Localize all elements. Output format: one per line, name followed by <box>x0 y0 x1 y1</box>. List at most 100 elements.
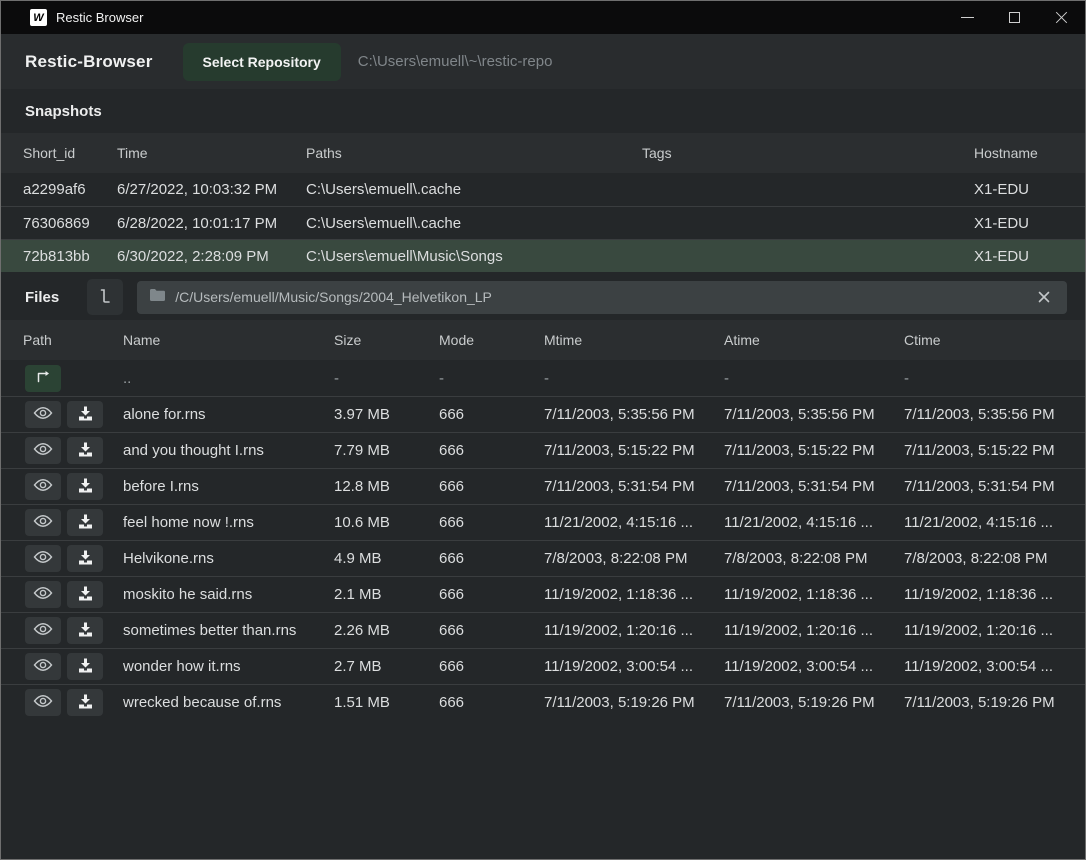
download-file-button[interactable] <box>67 581 103 608</box>
file-mode: 666 <box>439 586 465 603</box>
file-size: 4.9 MB <box>334 550 382 567</box>
file-size: 12.8 MB <box>334 478 390 495</box>
file-mode: 666 <box>439 550 465 567</box>
parent-row-mtime: - <box>544 369 549 387</box>
download-file-button[interactable] <box>67 689 103 716</box>
clear-path-x-icon <box>1038 291 1050 303</box>
preview-file-button[interactable] <box>25 509 61 536</box>
column-header: Paths <box>306 145 342 161</box>
download-file-button[interactable] <box>67 437 103 464</box>
file-size: 1.51 MB <box>334 694 390 711</box>
snapshot-paths: C:\Users\emuell\.cache <box>306 181 462 198</box>
file-ctime: 11/19/2002, 1:18:36 ... <box>904 586 1054 603</box>
download-file-button[interactable] <box>67 617 103 644</box>
download-icon <box>78 694 93 712</box>
file-size: 7.79 MB <box>334 442 390 459</box>
file-atime: 11/19/2002, 1:20:16 ... <box>724 622 874 639</box>
file-name: before I.rns <box>123 478 199 495</box>
column-header: Mtime <box>544 332 583 348</box>
snapshot-hostname: X1-EDU <box>974 214 1030 232</box>
file-mode: 666 <box>439 658 465 675</box>
file-name: sometimes better than.rns <box>123 622 297 639</box>
snapshot-row[interactable]: 72b813bb 6/30/2022, 2:28:09 PM C:\Users\… <box>1 239 1085 272</box>
eye-icon <box>33 550 53 567</box>
file-ctime: 11/19/2002, 1:20:16 ... <box>904 622 1054 639</box>
file-size: 3.97 MB <box>334 406 390 423</box>
current-path-text: /C/Users/emuell/Music/Songs/2004_Helveti… <box>175 289 492 305</box>
snapshot-row[interactable]: a2299af6 6/27/2022, 10:03:32 PM C:\Users… <box>1 173 1085 206</box>
download-file-button[interactable] <box>67 545 103 572</box>
download-file-button[interactable] <box>67 653 103 680</box>
eye-icon <box>33 478 53 495</box>
column-header: Atime <box>724 332 760 348</box>
file-mtime: 7/11/2003, 5:15:22 PM <box>544 442 695 459</box>
file-mtime: 11/19/2002, 3:00:54 ... <box>544 658 694 675</box>
snapshots-section-header: Snapshots <box>1 89 1085 133</box>
preview-file-button[interactable] <box>25 437 61 464</box>
preview-file-button[interactable] <box>25 617 61 644</box>
snapshot-short-id: 72b813bb <box>23 247 90 265</box>
current-path-input[interactable]: /C/Users/emuell/Music/Songs/2004_Helveti… <box>137 280 1067 314</box>
file-mtime: 7/11/2003, 5:19:26 PM <box>544 694 695 711</box>
file-ctime: 11/19/2002, 3:00:54 ... <box>904 658 1054 675</box>
download-file-button[interactable] <box>67 509 103 536</box>
minimize-button[interactable] <box>944 1 991 34</box>
preview-file-button[interactable] <box>25 689 61 716</box>
file-ctime: 7/11/2003, 5:15:22 PM <box>904 442 1055 459</box>
app-title: Restic-Browser <box>25 51 153 71</box>
file-ctime: 7/11/2003, 5:35:56 PM <box>904 406 1055 423</box>
file-size: 2.1 MB <box>334 586 382 603</box>
file-atime: 7/11/2003, 5:35:56 PM <box>724 406 875 423</box>
snapshot-short-id: a2299af6 <box>23 181 86 198</box>
parent-row-mode: - <box>439 369 444 387</box>
window-controls <box>944 1 1085 34</box>
repository-path-field[interactable]: C:\Users\emuell\~\restic-repo <box>357 53 553 70</box>
download-file-button[interactable] <box>67 401 103 428</box>
select-repository-button[interactable]: Select Repository <box>182 42 341 81</box>
maximize-button[interactable] <box>991 1 1038 34</box>
file-mode: 666 <box>439 622 465 639</box>
file-row: and you thought I.rns 7.79 MB 666 7/11/2… <box>1 432 1085 468</box>
file-ctime: 7/11/2003, 5:19:26 PM <box>904 694 1055 711</box>
preview-file-button[interactable] <box>25 653 61 680</box>
parent-row-ctime: - <box>904 369 909 387</box>
download-icon <box>78 550 93 568</box>
snapshots-table-body: a2299af6 6/27/2022, 10:03:32 PM C:\Users… <box>1 173 1085 272</box>
file-name: feel home now !.rns <box>123 514 254 531</box>
close-button[interactable] <box>1038 1 1085 34</box>
column-header: Size <box>334 332 362 348</box>
clear-path-button[interactable] <box>1033 286 1055 308</box>
go-to-parent-button[interactable] <box>25 364 61 392</box>
file-atime: 7/11/2003, 5:31:54 PM <box>724 478 875 495</box>
file-mode: 666 <box>439 406 465 423</box>
preview-file-button[interactable] <box>25 401 61 428</box>
preview-file-button[interactable] <box>25 473 61 500</box>
file-mode: 666 <box>439 442 465 459</box>
eye-icon <box>33 586 53 603</box>
snapshot-row[interactable]: 76306869 6/28/2022, 10:01:17 PM C:\Users… <box>1 206 1085 239</box>
file-atime: 11/19/2002, 3:00:54 ... <box>724 658 874 675</box>
column-header: Tags <box>642 145 672 161</box>
download-icon <box>78 442 93 460</box>
file-size: 10.6 MB <box>334 514 390 531</box>
parent-row-atime: - <box>724 369 729 387</box>
parent-directory-row: .. - - - - - <box>1 360 1085 396</box>
tree-list-toggle-button[interactable] <box>87 279 124 315</box>
file-mtime: 7/11/2003, 5:31:54 PM <box>544 478 695 495</box>
app-header: Restic-Browser Select Repository C:\User… <box>1 34 1085 89</box>
column-header: Mode <box>439 332 475 348</box>
file-atime: 7/11/2003, 5:15:22 PM <box>724 442 875 459</box>
eye-icon <box>33 622 53 639</box>
file-row: sometimes better than.rns 2.26 MB 666 11… <box>1 612 1085 648</box>
download-file-button[interactable] <box>67 473 103 500</box>
download-icon <box>78 622 93 640</box>
snapshot-hostname: X1-EDU <box>974 181 1030 198</box>
preview-file-button[interactable] <box>25 545 61 572</box>
preview-file-button[interactable] <box>25 581 61 608</box>
files-section-header: Files /C/Users/emuell/Music/Songs/2004_H… <box>1 274 1085 320</box>
file-atime: 7/8/2003, 8:22:08 PM <box>724 550 868 567</box>
list-mode-icon <box>97 287 113 308</box>
file-mtime: 11/19/2002, 1:18:36 ... <box>544 586 694 603</box>
snapshot-hostname: X1-EDU <box>974 247 1030 265</box>
column-header: Time <box>117 145 148 161</box>
